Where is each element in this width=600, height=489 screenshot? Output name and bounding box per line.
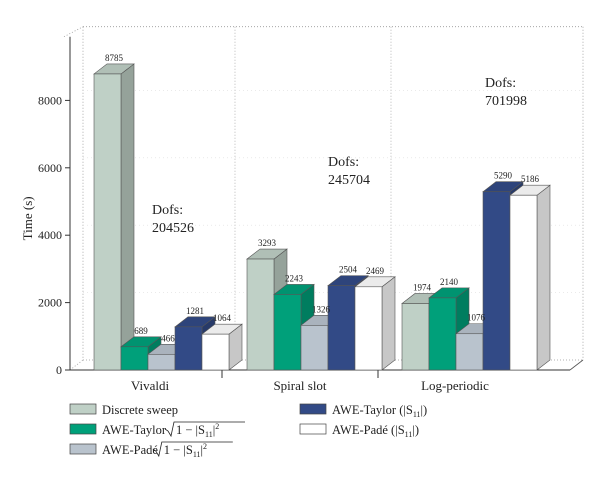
y-tick-label: 2000	[38, 296, 62, 310]
bar	[174, 326, 203, 371]
bars	[93, 63, 551, 371]
legend-label: AWE-Padé (|S11|)	[332, 423, 419, 439]
radical-sign	[152, 441, 233, 458]
data-label: 3293	[258, 238, 277, 248]
dofs-annotation-line1: Dofs:	[152, 203, 183, 218]
bar	[401, 303, 430, 371]
data-label: 2140	[440, 277, 459, 287]
category-label: Spiral slot	[273, 378, 326, 393]
bar	[246, 258, 275, 371]
legend-label: AWE-Taylor	[102, 423, 167, 437]
data-label: 1281	[186, 306, 204, 316]
data-label: 5290	[494, 171, 513, 181]
bar	[147, 353, 176, 371]
data-label: 466	[161, 333, 175, 343]
bar	[273, 294, 302, 371]
top-left-edge	[63, 26, 84, 38]
data-label: 2243	[285, 273, 304, 283]
y-tick-label: 6000	[38, 161, 62, 175]
bar	[509, 194, 538, 371]
data-label: 1076	[467, 313, 486, 323]
bar	[428, 297, 457, 371]
bar-side	[381, 276, 396, 371]
legend-swatch	[299, 423, 327, 435]
data-label: 689	[134, 326, 148, 336]
data-label: 1974	[413, 282, 432, 292]
bar	[120, 346, 149, 371]
data-label: 1326	[312, 304, 331, 314]
data-label: 1064	[213, 313, 232, 323]
y-axis-title: Time (s)	[20, 196, 35, 240]
legend-formula: 1 − |S11|2	[176, 422, 219, 439]
legend-swatch	[69, 423, 97, 435]
dofs-annotation-line2: 701998	[485, 94, 527, 109]
data-label: 5186	[521, 174, 540, 184]
y-axis: 0 2000 4000 6000 8000 Time (s)	[20, 36, 71, 377]
legend-swatch	[299, 403, 327, 415]
dofs-annotation-line1: Dofs:	[485, 76, 516, 91]
y-tick-label: 0	[56, 363, 62, 377]
category-label: Vivaldi	[131, 378, 170, 393]
y-tick-label: 8000	[38, 93, 62, 107]
annotations: Dofs: 204526 Dofs: 245704 Dofs: 701998	[152, 76, 527, 236]
x-axis: Vivaldi Spiral slot Log-periodic	[70, 369, 570, 393]
legend-label: Discrete sweep	[102, 403, 178, 417]
data-label: 2469	[366, 266, 385, 276]
category-label: Log-periodic	[421, 378, 489, 393]
bar-side	[536, 184, 551, 371]
y-tick-label: 4000	[38, 228, 62, 242]
legend-label: AWE-Padé	[102, 443, 158, 457]
legend-formula: 1 − |S11|2	[164, 442, 207, 459]
legend-swatch	[69, 403, 97, 415]
bar	[300, 325, 329, 371]
legend-swatch	[69, 443, 97, 455]
bar	[354, 286, 383, 371]
bar	[327, 285, 356, 371]
bar	[201, 333, 230, 371]
dofs-annotation-line1: Dofs:	[328, 155, 359, 170]
value-labels: 8785 689 466 1281 1064 3293 2243 1326 2504 2469 19…	[105, 53, 540, 343]
dofs-annotation-line2: 245704	[328, 173, 370, 188]
floor-right-edge	[569, 359, 584, 371]
floor-left-edge	[69, 359, 84, 371]
bar-side	[120, 63, 135, 371]
data-label: 2504	[339, 265, 358, 275]
legend: Discrete sweep AWE-Taylor 1 − |S11|2 AWE-Pa…	[69, 403, 427, 459]
data-label: 8785	[105, 53, 124, 63]
bar	[93, 73, 122, 371]
bar	[482, 191, 511, 371]
bar	[455, 333, 484, 371]
dofs-annotation-line2: 204526	[152, 221, 194, 236]
legend-label: AWE-Taylor (|S11|)	[332, 403, 427, 419]
radical-sign	[164, 421, 245, 438]
